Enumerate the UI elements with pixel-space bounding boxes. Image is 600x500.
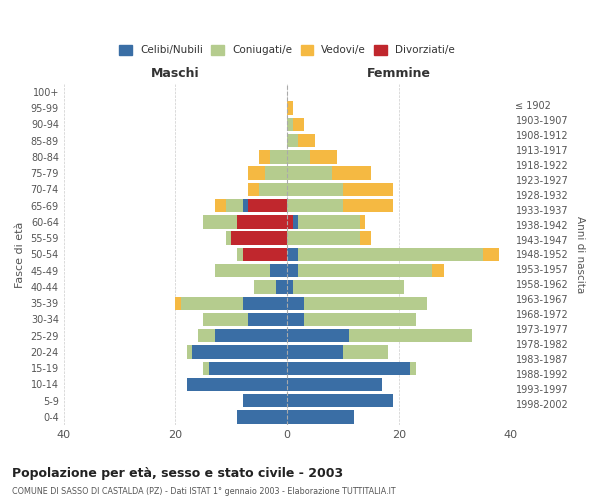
Bar bbox=[259, 150, 271, 164]
Bar bbox=[215, 329, 287, 342]
Bar bbox=[343, 199, 394, 212]
Bar bbox=[203, 362, 209, 375]
Bar bbox=[215, 199, 226, 212]
Bar bbox=[343, 182, 394, 196]
Bar bbox=[242, 296, 287, 310]
Bar bbox=[343, 346, 388, 358]
Bar bbox=[265, 166, 287, 180]
Text: Femmine: Femmine bbox=[367, 68, 431, 80]
Bar bbox=[293, 118, 304, 131]
Bar bbox=[287, 102, 293, 114]
Bar bbox=[410, 362, 416, 375]
Bar bbox=[198, 329, 215, 342]
Bar bbox=[203, 313, 248, 326]
Text: Maschi: Maschi bbox=[151, 68, 200, 80]
Bar bbox=[287, 329, 349, 342]
Text: Popolazione per età, sesso e stato civile - 2003: Popolazione per età, sesso e stato civil… bbox=[12, 468, 343, 480]
Bar bbox=[332, 166, 371, 180]
Bar bbox=[237, 410, 287, 424]
Bar bbox=[310, 150, 337, 164]
Bar bbox=[287, 134, 298, 147]
Y-axis label: Anni di nascita: Anni di nascita bbox=[575, 216, 585, 293]
Bar bbox=[232, 232, 287, 245]
Bar bbox=[287, 394, 394, 407]
Bar bbox=[304, 296, 427, 310]
Bar bbox=[242, 199, 248, 212]
Bar bbox=[203, 215, 237, 228]
Bar bbox=[293, 215, 298, 228]
Bar bbox=[259, 182, 287, 196]
Bar bbox=[287, 346, 343, 358]
Bar bbox=[287, 410, 354, 424]
Bar bbox=[287, 362, 410, 375]
Bar bbox=[287, 215, 293, 228]
Legend: Celibi/Nubili, Coniugati/e, Vedovi/e, Divorziati/e: Celibi/Nubili, Coniugati/e, Vedovi/e, Di… bbox=[115, 41, 459, 60]
Bar bbox=[298, 134, 315, 147]
Bar bbox=[287, 313, 304, 326]
Bar bbox=[360, 232, 371, 245]
Bar bbox=[293, 280, 404, 293]
Bar bbox=[187, 346, 192, 358]
Bar bbox=[433, 264, 443, 278]
Bar bbox=[215, 264, 271, 278]
Bar bbox=[360, 215, 365, 228]
Text: COMUNE DI SASSO DI CASTALDA (PZ) - Dati ISTAT 1° gennaio 2003 - Elaborazione TUT: COMUNE DI SASSO DI CASTALDA (PZ) - Dati … bbox=[12, 488, 395, 496]
Bar bbox=[304, 313, 416, 326]
Bar bbox=[298, 215, 360, 228]
Bar bbox=[242, 394, 287, 407]
Bar bbox=[181, 296, 242, 310]
Bar bbox=[271, 150, 287, 164]
Bar bbox=[187, 378, 287, 391]
Bar bbox=[192, 346, 287, 358]
Bar bbox=[287, 378, 382, 391]
Bar bbox=[287, 264, 298, 278]
Bar bbox=[298, 248, 482, 261]
Bar bbox=[237, 248, 242, 261]
Bar bbox=[482, 248, 499, 261]
Bar bbox=[237, 215, 287, 228]
Bar bbox=[248, 313, 287, 326]
Bar bbox=[287, 280, 293, 293]
Bar bbox=[175, 296, 181, 310]
Bar bbox=[276, 280, 287, 293]
Bar bbox=[287, 232, 360, 245]
Bar bbox=[287, 150, 310, 164]
Bar bbox=[248, 166, 265, 180]
Y-axis label: Fasce di età: Fasce di età bbox=[15, 221, 25, 288]
Bar bbox=[287, 166, 332, 180]
Bar bbox=[298, 264, 433, 278]
Bar bbox=[287, 199, 343, 212]
Bar bbox=[271, 264, 287, 278]
Bar bbox=[349, 329, 472, 342]
Bar bbox=[242, 248, 287, 261]
Bar bbox=[287, 118, 293, 131]
Bar bbox=[248, 199, 287, 212]
Bar bbox=[287, 296, 304, 310]
Bar bbox=[226, 199, 242, 212]
Bar bbox=[248, 182, 259, 196]
Bar bbox=[287, 248, 298, 261]
Bar bbox=[254, 280, 276, 293]
Bar bbox=[209, 362, 287, 375]
Bar bbox=[287, 182, 343, 196]
Bar bbox=[226, 232, 232, 245]
